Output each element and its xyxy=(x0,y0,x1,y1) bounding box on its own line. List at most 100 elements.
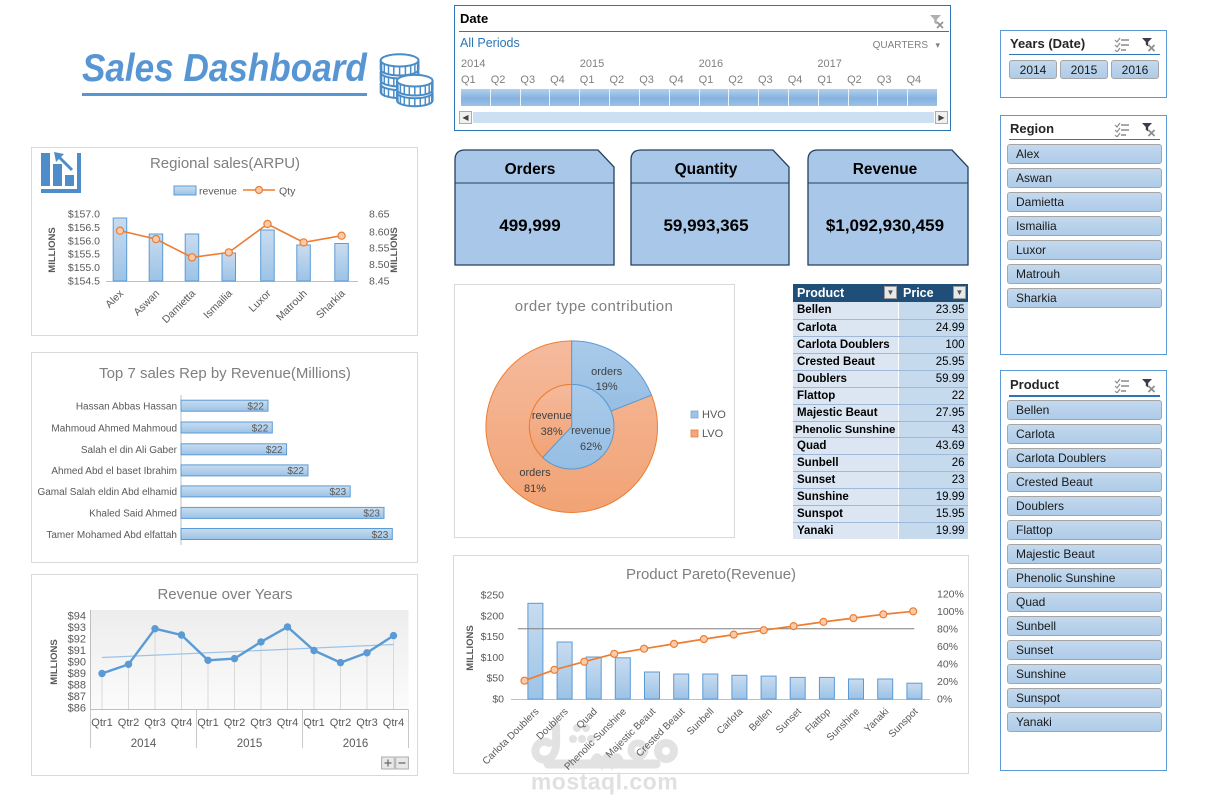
svg-text:$91: $91 xyxy=(68,645,86,657)
svg-text:Qtr2: Qtr2 xyxy=(330,717,351,729)
svg-text:mostaql.com: mostaql.com xyxy=(531,768,678,794)
svg-text:80%: 80% xyxy=(937,624,958,636)
svg-text:$250: $250 xyxy=(481,590,505,602)
svg-text:$156.0: $156.0 xyxy=(68,235,100,247)
svg-text:8.60: 8.60 xyxy=(369,227,390,239)
svg-text:HVO: HVO xyxy=(702,409,726,421)
svg-text:$156.5: $156.5 xyxy=(68,222,100,234)
svg-text:8.55: 8.55 xyxy=(369,242,390,254)
svg-text:19%: 19% xyxy=(596,381,618,393)
svg-text:revenue: revenue xyxy=(571,425,611,437)
svg-text:$23: $23 xyxy=(363,509,380,520)
svg-text:$23: $23 xyxy=(372,530,389,541)
svg-text:Ismailia: Ismailia xyxy=(201,288,235,322)
svg-text:Salah el din Ali Gaber: Salah el din Ali Gaber xyxy=(81,445,178,456)
svg-text:$22: $22 xyxy=(287,466,304,477)
svg-text:2015: 2015 xyxy=(237,738,263,750)
svg-text:Qty: Qty xyxy=(279,186,296,198)
svg-text:Product Pareto(Revenue): Product Pareto(Revenue) xyxy=(626,566,796,583)
svg-text:38%: 38% xyxy=(541,426,563,438)
svg-text:$154.5: $154.5 xyxy=(68,276,100,288)
svg-text:8.45: 8.45 xyxy=(369,275,390,287)
svg-text:120%: 120% xyxy=(937,589,964,601)
svg-text:$86: $86 xyxy=(68,703,86,715)
svg-text:$94: $94 xyxy=(68,611,86,623)
svg-text:Orders: Orders xyxy=(505,161,556,178)
svg-text:Qtr4: Qtr4 xyxy=(277,717,298,729)
svg-text:$200: $200 xyxy=(481,610,505,622)
svg-text:Qtr3: Qtr3 xyxy=(356,717,377,729)
svg-text:$0: $0 xyxy=(492,694,504,706)
svg-text:MILLIONS: MILLIONS xyxy=(465,625,476,670)
svg-text:$22: $22 xyxy=(252,423,269,434)
svg-text:$155.0: $155.0 xyxy=(68,262,100,274)
svg-text:Mahmoud Ahmed Mahmoud: Mahmoud Ahmed Mahmoud xyxy=(51,423,177,434)
svg-text:Khaled Said Ahmed: Khaled Said Ahmed xyxy=(89,509,177,520)
svg-text:Qtr3: Qtr3 xyxy=(144,717,165,729)
svg-text:Regional sales(ARPU): Regional sales(ARPU) xyxy=(150,155,300,172)
svg-text:Doublers: Doublers xyxy=(535,706,571,742)
svg-text:81%: 81% xyxy=(524,483,546,495)
svg-text:Qtr1: Qtr1 xyxy=(91,717,112,729)
svg-text:Quad: Quad xyxy=(575,706,600,731)
svg-text:Qtr2: Qtr2 xyxy=(118,717,139,729)
svg-text:Alex: Alex xyxy=(103,287,126,310)
svg-text:Carlota Doublers: Carlota Doublers xyxy=(481,706,542,767)
svg-text:$1,092,930,459: $1,092,930,459 xyxy=(826,216,944,235)
svg-text:$150: $150 xyxy=(481,631,505,643)
svg-text:40%: 40% xyxy=(937,659,958,671)
svg-text:$90: $90 xyxy=(68,657,86,669)
svg-text:MILLIONS: MILLIONS xyxy=(389,227,400,272)
svg-text:Sunbell: Sunbell xyxy=(685,706,716,737)
svg-text:$22: $22 xyxy=(266,445,283,456)
svg-text:Qtr1: Qtr1 xyxy=(303,717,324,729)
svg-text:8.65: 8.65 xyxy=(369,209,390,221)
svg-text:$93: $93 xyxy=(68,622,86,634)
svg-text:Bellen: Bellen xyxy=(747,706,774,733)
svg-text:62%: 62% xyxy=(580,441,602,453)
svg-text:LVO: LVO xyxy=(702,428,724,440)
svg-text:2016: 2016 xyxy=(343,738,369,750)
svg-text:$155.5: $155.5 xyxy=(68,249,100,261)
svg-text:$88: $88 xyxy=(68,680,86,692)
svg-text:$89: $89 xyxy=(68,668,86,680)
svg-text:Sharkia: Sharkia xyxy=(314,288,348,322)
svg-text:Damietta: Damietta xyxy=(160,288,198,326)
svg-text:Sunspot: Sunspot xyxy=(887,706,921,740)
svg-text:0%: 0% xyxy=(937,694,952,706)
svg-text:Carlota: Carlota xyxy=(715,706,746,737)
svg-text:$50: $50 xyxy=(486,673,504,685)
svg-text:order type contribution: order type contribution xyxy=(515,298,673,315)
svg-text:100%: 100% xyxy=(937,606,964,618)
svg-text:59,993,365: 59,993,365 xyxy=(663,216,748,235)
svg-text:499,999: 499,999 xyxy=(499,216,560,235)
svg-text:Revenue over Years: Revenue over Years xyxy=(157,586,292,603)
svg-text:orders: orders xyxy=(591,366,623,378)
svg-text:Quantity: Quantity xyxy=(675,161,738,178)
svg-text:MILLIONS: MILLIONS xyxy=(47,227,58,272)
svg-text:Qtr4: Qtr4 xyxy=(383,717,404,729)
svg-text:$100: $100 xyxy=(481,652,505,664)
svg-text:$157.0: $157.0 xyxy=(68,209,100,221)
svg-text:$92: $92 xyxy=(68,634,86,646)
svg-text:Tamer Mohamed Abd elfattah: Tamer Mohamed Abd elfattah xyxy=(46,530,177,541)
svg-text:orders: orders xyxy=(519,467,551,479)
svg-text:20%: 20% xyxy=(937,676,958,688)
svg-text:Matrouh: Matrouh xyxy=(274,288,310,324)
svg-text:Revenue: Revenue xyxy=(853,161,918,178)
svg-text:$87: $87 xyxy=(68,691,86,703)
svg-text:revenue: revenue xyxy=(532,410,572,422)
svg-text:MILLIONS: MILLIONS xyxy=(49,639,60,684)
svg-text:Qtr2: Qtr2 xyxy=(224,717,245,729)
svg-text:2014: 2014 xyxy=(131,738,157,750)
svg-text:revenue: revenue xyxy=(199,186,237,198)
svg-text:Qtr4: Qtr4 xyxy=(171,717,192,729)
svg-text:Gamal Salah eldin Abd elhamid: Gamal Salah eldin Abd elhamid xyxy=(37,487,177,498)
svg-text:Ahmed Abd el baset Ibrahim: Ahmed Abd el baset Ibrahim xyxy=(51,466,177,477)
svg-text:Top 7 sales Rep by Revenue(Mil: Top 7 sales Rep by Revenue(Millions) xyxy=(99,365,351,382)
svg-text:60%: 60% xyxy=(937,641,958,653)
svg-text:$23: $23 xyxy=(330,487,347,498)
svg-text:Sunset: Sunset xyxy=(774,706,804,736)
svg-text:Hassan Abbas Hassan: Hassan Abbas Hassan xyxy=(76,402,177,413)
svg-text:Qtr3: Qtr3 xyxy=(250,717,271,729)
